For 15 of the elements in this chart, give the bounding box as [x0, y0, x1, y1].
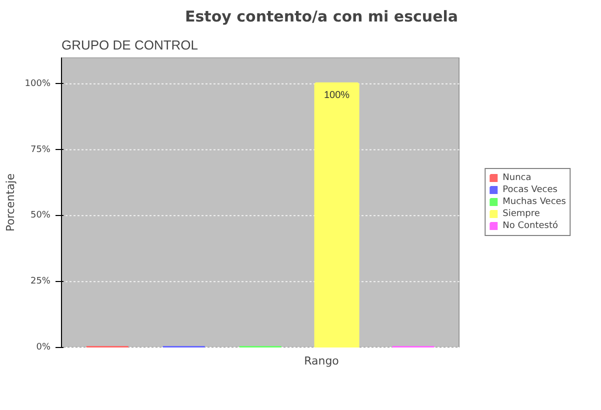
y-tick-label: 100%: [24, 78, 51, 89]
data-label: 100%: [324, 90, 350, 101]
legend-label: Nunca: [502, 173, 532, 183]
y-tick-label: 75%: [30, 144, 51, 155]
legend-label: Pocas Veces: [502, 185, 558, 195]
x-axis-title: Rango: [304, 354, 340, 368]
y-tick-label: 50%: [30, 210, 51, 221]
y-tick-label: 25%: [30, 276, 51, 287]
chart-title: Estoy contento/a con mi escuela: [184, 8, 458, 26]
y-axis-title: Porcentaje: [4, 173, 17, 232]
legend-label: No Contestó: [502, 221, 558, 231]
y-tick-label: 0%: [36, 342, 51, 352]
text: GRUPO DE CONTROL: [62, 38, 198, 52]
legend-label: Muchas Veces: [502, 197, 566, 207]
legend-label: Siempre: [502, 209, 540, 219]
